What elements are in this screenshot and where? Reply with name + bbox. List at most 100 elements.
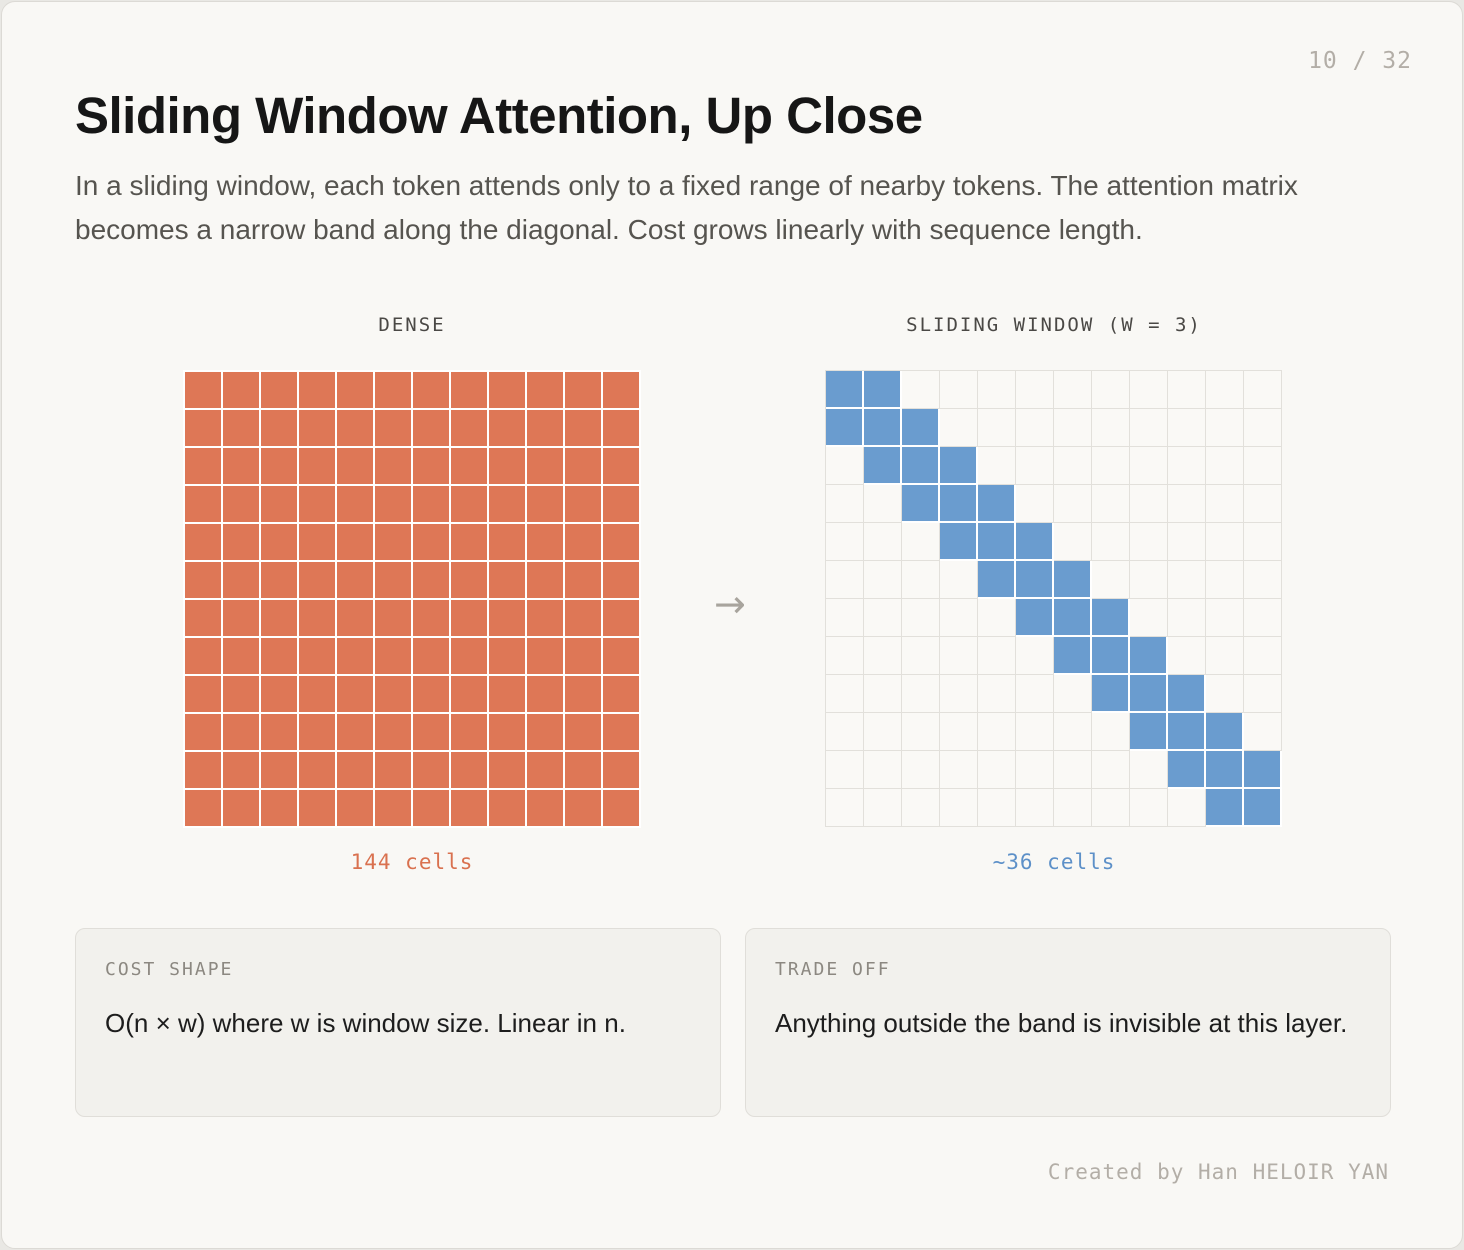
- dense-cell: [603, 562, 641, 600]
- dense-cell: [299, 752, 337, 790]
- masked-cell: [978, 675, 1016, 713]
- dense-cell: [223, 448, 261, 486]
- dense-cell: [375, 714, 413, 752]
- trade-off-card: TRADE OFF Anything outside the band is i…: [745, 928, 1391, 1117]
- dense-cell: [527, 410, 565, 448]
- attended-cell: [1092, 599, 1130, 637]
- dense-cell: [565, 714, 603, 752]
- dense-cell: [489, 638, 527, 676]
- masked-cell: [864, 637, 902, 675]
- sliding-window-label: SLIDING WINDOW (W = 3): [906, 314, 1202, 336]
- dense-cell: [185, 600, 223, 638]
- dense-cell: [299, 676, 337, 714]
- dense-cell: [375, 600, 413, 638]
- dense-cell: [489, 676, 527, 714]
- masked-cell: [902, 675, 940, 713]
- dense-cell: [223, 638, 261, 676]
- masked-cell: [1244, 371, 1282, 409]
- masked-cell: [902, 789, 940, 827]
- masked-cell: [1206, 409, 1244, 447]
- masked-cell: [978, 371, 1016, 409]
- dense-cell: [565, 600, 603, 638]
- masked-cell: [1092, 409, 1130, 447]
- masked-cell: [1092, 751, 1130, 789]
- dense-cell: [565, 486, 603, 524]
- masked-cell: [1092, 713, 1130, 751]
- attended-cell: [1016, 599, 1054, 637]
- dense-cell: [185, 676, 223, 714]
- dense-cell: [527, 372, 565, 410]
- dense-cell: [451, 410, 489, 448]
- dense-cell: [603, 410, 641, 448]
- masked-cell: [978, 789, 1016, 827]
- masked-cell: [1168, 637, 1206, 675]
- dense-cell: [375, 638, 413, 676]
- dense-cell: [603, 372, 641, 410]
- masked-cell: [940, 751, 978, 789]
- dense-cell: [223, 790, 261, 828]
- masked-cell: [1130, 371, 1168, 409]
- masked-cell: [1244, 637, 1282, 675]
- dense-cell: [261, 486, 299, 524]
- dense-cell: [337, 676, 375, 714]
- page-subtitle: In a sliding window, each token attends …: [75, 170, 1298, 245]
- dense-cell: [413, 372, 451, 410]
- dense-cell: [603, 448, 641, 486]
- masked-cell: [1016, 751, 1054, 789]
- masked-cell: [1016, 371, 1054, 409]
- masked-cell: [826, 751, 864, 789]
- masked-cell: [940, 371, 978, 409]
- dense-cell: [299, 638, 337, 676]
- attended-cell: [940, 447, 978, 485]
- dense-cell: [299, 448, 337, 486]
- masked-cell: [1054, 675, 1092, 713]
- dense-cell: [185, 410, 223, 448]
- masked-cell: [864, 789, 902, 827]
- attended-cell: [1054, 561, 1092, 599]
- dense-cell: [337, 752, 375, 790]
- dense-cell: [489, 752, 527, 790]
- masked-cell: [864, 713, 902, 751]
- dense-cell: [603, 790, 641, 828]
- dense-cell: [337, 562, 375, 600]
- dense-cell: [299, 372, 337, 410]
- masked-cell: [1244, 485, 1282, 523]
- dense-cell: [603, 752, 641, 790]
- masked-cell: [1206, 447, 1244, 485]
- masked-cell: [826, 675, 864, 713]
- masked-cell: [1244, 675, 1282, 713]
- masked-cell: [864, 599, 902, 637]
- attended-cell: [902, 447, 940, 485]
- dense-cell: [413, 714, 451, 752]
- masked-cell: [940, 599, 978, 637]
- dense-cell: [185, 448, 223, 486]
- dense-cell: [223, 410, 261, 448]
- dense-cell: [413, 752, 451, 790]
- masked-cell: [1130, 561, 1168, 599]
- masked-cell: [1168, 371, 1206, 409]
- dense-cell: [185, 372, 223, 410]
- dense-cell: [261, 448, 299, 486]
- dense-cell: [451, 638, 489, 676]
- dense-cell: [413, 638, 451, 676]
- attended-cell: [1244, 751, 1282, 789]
- masked-cell: [1130, 751, 1168, 789]
- masked-cell: [978, 751, 1016, 789]
- masked-cell: [1206, 523, 1244, 561]
- dense-cell: [451, 524, 489, 562]
- dense-cell: [603, 714, 641, 752]
- attended-cell: [826, 371, 864, 409]
- masked-cell: [1206, 485, 1244, 523]
- dense-cell: [489, 448, 527, 486]
- dense-cell: [413, 410, 451, 448]
- attended-cell: [1130, 713, 1168, 751]
- masked-cell: [1244, 713, 1282, 751]
- masked-cell: [1054, 751, 1092, 789]
- sliding-window-cell-count: ~36 cells: [992, 850, 1116, 874]
- dense-cell: [565, 676, 603, 714]
- attended-cell: [978, 523, 1016, 561]
- dense-cell: [299, 714, 337, 752]
- attended-cell: [826, 409, 864, 447]
- masked-cell: [1092, 523, 1130, 561]
- dense-cell: [489, 524, 527, 562]
